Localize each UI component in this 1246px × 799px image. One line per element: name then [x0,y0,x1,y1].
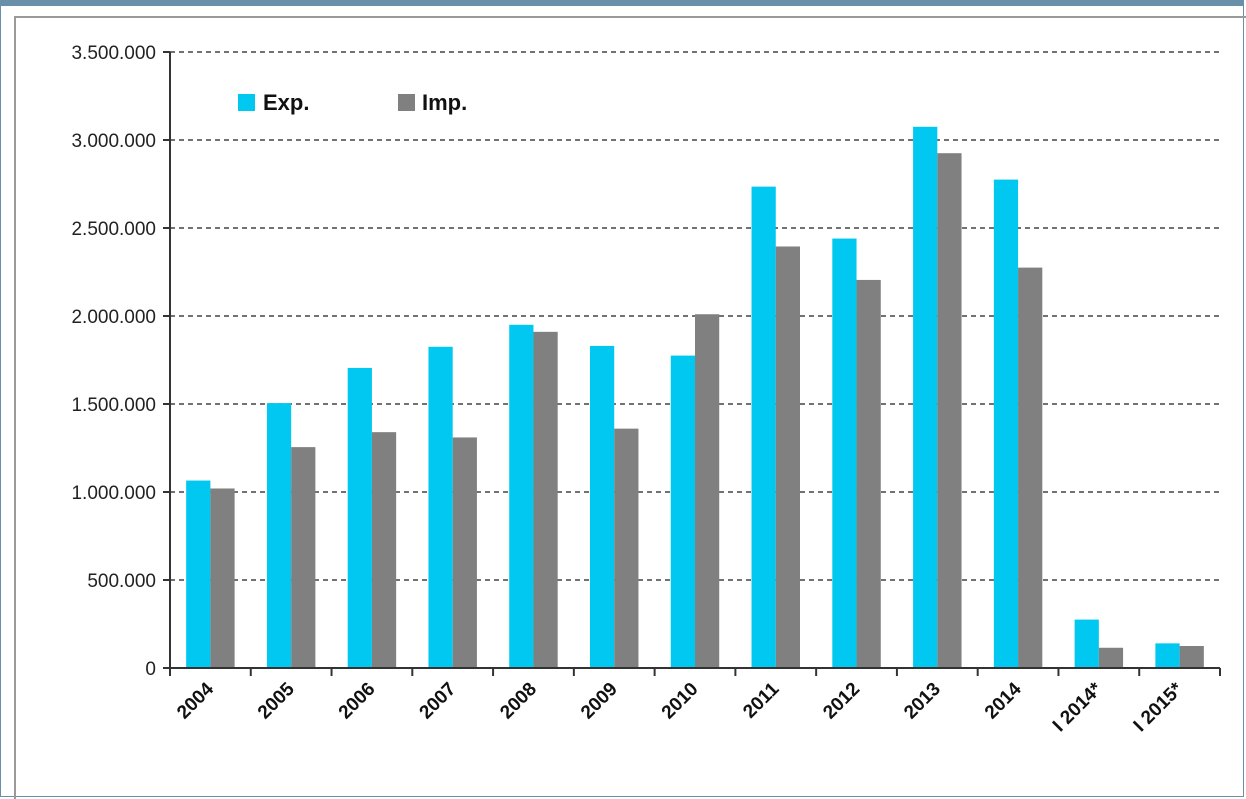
bar-imp [937,153,962,668]
x-tick-label: 2005 [254,678,299,723]
x-tick-labels: 2004 2005 2006 2007 2008 2009 2010 2011 2012 2013… [169,668,1221,736]
bar-exp [993,179,1019,668]
bar-imp [695,314,720,668]
bar-exp [590,345,615,668]
y-tick-label: 500.000 [87,571,156,592]
y-tick-label: 2.500.000 [71,219,156,240]
bar-imp [371,432,397,668]
bar-imp [291,447,316,668]
x-tick-label: I 2014* [1049,678,1107,736]
bar-imp [1018,267,1043,668]
legend-label-exp: Exp. [263,90,309,115]
x-tick-label: 2006 [335,679,380,724]
bar-imp [614,428,639,668]
legend-swatch-exp [238,94,255,111]
chart-panel [14,16,1246,799]
bar-imp [1179,646,1204,668]
x-tick-label: 2010 [658,679,703,724]
legend-label-imp: Imp. [422,90,467,115]
bar-exp [751,186,776,668]
bar-exp [186,480,211,668]
bar-exp [428,346,453,668]
bar-imp [775,246,800,669]
x-tick-label: 2014 [981,678,1026,723]
x-tick-label: 2012 [819,679,864,724]
bar-exp [670,355,695,668]
legend-swatch-imp [398,94,415,111]
bar-imp [533,331,558,668]
legend: Exp. Imp. [238,90,467,115]
y-tick-label: 1.500.000 [71,395,156,416]
x-tick-label: 2008 [496,679,541,724]
y-tick-label: 0 [145,659,156,680]
bars [186,126,1204,669]
bar-exp [266,403,292,668]
bar-exp [1074,619,1099,668]
y-tick-label: 1.000.000 [71,483,156,504]
x-tick-label: 2009 [577,679,622,724]
bar-exp [509,324,534,668]
y-tick-label: 3.500.000 [71,43,156,64]
bar-imp [856,279,881,668]
x-tick-label: I 2015* [1130,678,1188,736]
y-tick-label: 2.000.000 [71,307,156,328]
bar-exp [347,367,372,668]
x-tick-label: 2011 [739,678,783,722]
bar-imp [1098,647,1124,668]
axes [169,52,1220,669]
bar-imp [452,437,477,668]
bar-exp [1155,643,1180,668]
x-tick-label: 2004 [173,678,218,723]
y-tick-label: 3.000.000 [71,131,156,152]
x-tick-label: 2007 [416,679,461,724]
x-tick-label: 2013 [900,679,945,724]
bar-imp [210,488,235,668]
y-tick-labels: 0 500.000 1.000.000 1.500.000 2.000.000 2.500… [71,43,170,680]
bar-exp [913,126,938,669]
bar-exp [832,238,857,668]
